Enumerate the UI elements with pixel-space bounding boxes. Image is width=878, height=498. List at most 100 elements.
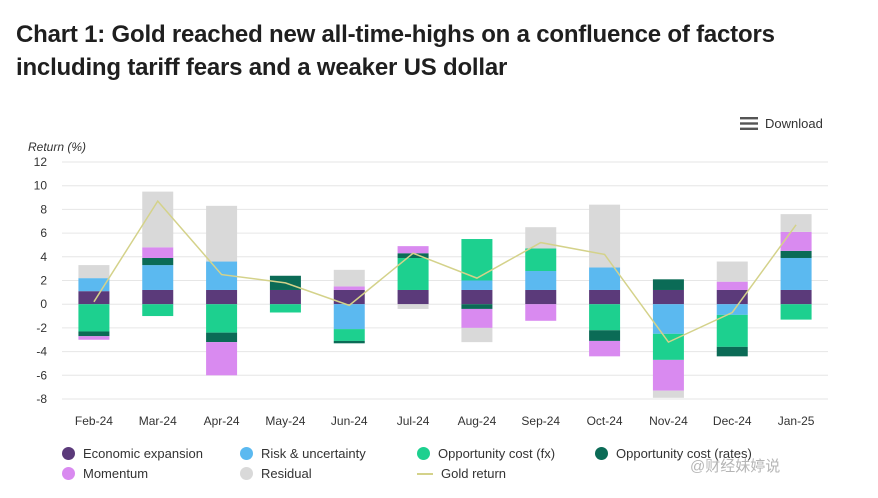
bar-segment: [269, 304, 301, 313]
legend-swatch: [417, 447, 430, 460]
x-tick-label: Nov-24: [649, 414, 688, 428]
bar-stack: [525, 227, 557, 321]
legend-label: Opportunity cost (rates): [616, 446, 752, 461]
bar-segment: [780, 250, 812, 258]
y-tick-label: -2: [36, 321, 47, 335]
bar-segment: [525, 289, 557, 305]
bar-segment: [206, 205, 238, 262]
download-label: Download: [765, 116, 823, 131]
bar-segment: [652, 304, 684, 334]
legend-label: Economic expansion: [83, 446, 203, 461]
y-tick-label: -8: [36, 392, 47, 406]
bar-stack: [397, 246, 429, 309]
bar-stack: [461, 239, 493, 343]
legend-swatch: [595, 447, 608, 460]
bar-segment: [525, 227, 557, 249]
bar-segment: [716, 304, 748, 315]
bar-segment: [652, 289, 684, 305]
legend-item: Gold return: [417, 466, 506, 481]
bar-segment: [78, 336, 110, 340]
watermark: @财经妹婷说: [690, 458, 781, 475]
bar-segment: [333, 304, 365, 330]
x-tick-label: Sep-24: [521, 414, 560, 428]
bar-segment: [78, 291, 110, 305]
legend-label: Opportunity cost (fx): [438, 446, 556, 461]
legend-item: Residual: [240, 466, 312, 481]
bar-segment: [525, 271, 557, 290]
bar-stacks: [78, 191, 812, 398]
bar-segment: [780, 214, 812, 232]
bar-segment: [716, 346, 748, 357]
bar-segment: [397, 304, 429, 309]
bar-segment: [142, 304, 174, 317]
bar-segment: [142, 265, 174, 290]
bar-segment: [461, 304, 493, 309]
legend-label: Momentum: [83, 466, 149, 481]
bar-segment: [333, 329, 365, 341]
legend-label: Risk & uncertainty: [261, 446, 366, 461]
legend-item: Risk & uncertainty: [240, 446, 366, 461]
bar-segment: [333, 340, 365, 344]
bar-segment: [333, 289, 365, 305]
bar-segment: [652, 359, 684, 391]
y-tick-label: 10: [34, 179, 48, 193]
y-tick-label: 12: [34, 155, 48, 169]
legend-label: Gold return: [441, 466, 507, 481]
bar-segment: [142, 289, 174, 305]
bar-segment: [780, 257, 812, 290]
bar-stack: [78, 265, 110, 340]
legend-item: Opportunity cost (rates): [595, 446, 752, 461]
x-tick-label: Mar-24: [139, 414, 177, 428]
bar-segment: [652, 333, 684, 360]
x-tick-label: Apr-24: [204, 414, 240, 428]
legend-label: Residual: [261, 466, 312, 481]
legend-swatch: [62, 467, 75, 480]
legend-swatch: [240, 467, 253, 480]
bar-segment: [206, 289, 238, 305]
bar-segment: [589, 304, 621, 331]
bar-segment: [589, 267, 621, 290]
bar-segment: [461, 327, 493, 343]
gold-return-line: [93, 199, 797, 344]
bar-segment: [461, 308, 493, 328]
bar-segment: [78, 331, 110, 337]
gridlines: [62, 161, 828, 400]
bar-stack: [716, 261, 748, 357]
x-tick-label: Jul-24: [397, 414, 430, 428]
bar-segment: [716, 261, 748, 282]
legend-swatch: [417, 472, 433, 475]
bar-segment: [78, 304, 110, 332]
bar-stack: [333, 269, 365, 344]
bar-segment: [589, 340, 621, 357]
y-tick-label: 0: [40, 297, 47, 311]
bar-stack: [589, 204, 621, 357]
x-tick-label: Dec-24: [713, 414, 752, 428]
y-tick-label: 2: [40, 274, 47, 288]
y-tick-label: 4: [40, 250, 47, 264]
bar-segment: [461, 280, 493, 290]
chart-title: Chart 1: Gold reached new all-time-highs…: [16, 21, 775, 81]
bar-segment: [589, 289, 621, 305]
bar-segment: [78, 278, 110, 292]
legend-swatch: [240, 447, 253, 460]
bar-segment: [269, 289, 301, 305]
bar-segment: [397, 289, 429, 305]
bar-stack: [142, 191, 174, 317]
bar-segment: [142, 247, 174, 258]
bar-segment: [397, 246, 429, 254]
bar-segment: [206, 332, 238, 343]
x-tick-label: Jan-25: [778, 414, 815, 428]
y-axis-label: Return (%): [28, 140, 86, 154]
download-button[interactable]: Download: [740, 116, 823, 131]
bar-segment: [652, 390, 684, 398]
bar-segment: [142, 257, 174, 266]
legend-item: Economic expansion: [62, 446, 203, 461]
bar-segment: [652, 279, 684, 290]
x-tick-label: Jun-24: [331, 414, 368, 428]
bar-segment: [461, 289, 493, 305]
bar-segment: [525, 248, 557, 272]
bar-segment: [206, 342, 238, 376]
stacked-bar-chart: Return (%) -8 -6 -4 -2 0 2 4 6 8 10 12 Feb-24 Mar-24 A…: [28, 140, 828, 428]
y-tick-label: -6: [36, 368, 47, 382]
bar-segment: [206, 304, 238, 333]
